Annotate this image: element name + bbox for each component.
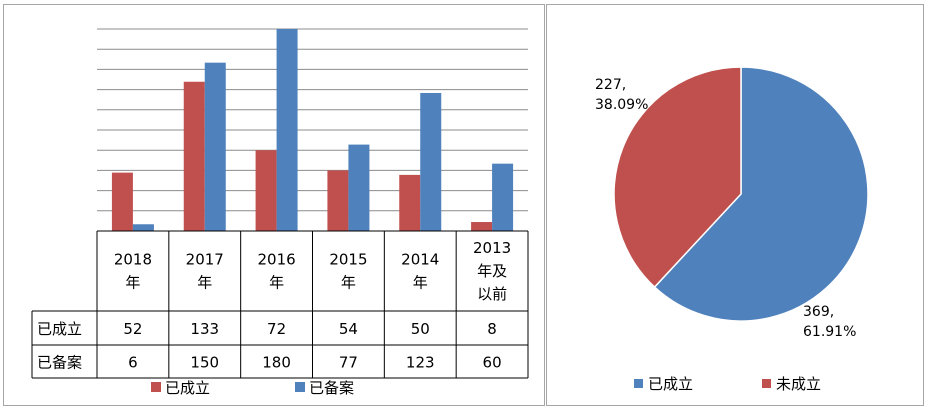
- table-cell-value: 150: [190, 354, 219, 372]
- table-cell-value: 133: [190, 320, 219, 338]
- bar-established: [327, 170, 349, 231]
- table-cell-value: 180: [262, 354, 291, 372]
- table-cell-value: 72: [267, 320, 286, 338]
- legend-label: 未成立: [776, 375, 821, 393]
- category-label: 2018 年: [114, 251, 152, 292]
- pie-chart-panel: 369, 61.91% 227, 38.09% 已成立 未成立: [546, 4, 924, 406]
- table-cell-value: 60: [483, 354, 502, 372]
- bar-filed: [204, 62, 226, 231]
- legend-label: 已成立: [648, 375, 693, 393]
- table-cell-value: 54: [339, 320, 358, 338]
- legend-swatch: [151, 382, 161, 392]
- pie-data-label: 369, 61.91%: [803, 304, 856, 340]
- legend-label: 已成立: [165, 379, 210, 397]
- category-label: 2016 年: [257, 251, 295, 292]
- table-cell-value: 77: [339, 354, 358, 372]
- table-cell-value: 52: [123, 320, 142, 338]
- table-cell-value: 123: [406, 354, 435, 372]
- pie-slice: [613, 66, 742, 289]
- legend-swatch: [295, 382, 305, 392]
- bar-filed: [492, 163, 514, 231]
- category-label: 2015 年: [329, 251, 367, 292]
- bar-filed: [276, 29, 298, 231]
- bar-chart-panel: 2018 年 2017 年 2016 年 2015 年 2014 年 2013 年及以前已成立 52 13…: [3, 4, 545, 406]
- pie-data-label: 227, 38.09%: [595, 77, 648, 113]
- table-cell-value: 6: [128, 354, 138, 372]
- category-label: 2014 年: [401, 251, 439, 292]
- bar-established: [183, 81, 205, 231]
- legend-label: 已备案: [309, 379, 354, 397]
- category-label: 2017 年: [186, 251, 224, 292]
- legend-swatch: [634, 379, 643, 388]
- category-label: 2013 年及以前: [473, 239, 511, 303]
- bar-filed: [348, 144, 370, 231]
- table-cell-value: 50: [411, 320, 430, 338]
- legend-swatch: [762, 379, 771, 388]
- table-row-label: 已备案: [37, 354, 82, 372]
- bar-established: [399, 174, 421, 231]
- bar-established: [255, 150, 277, 231]
- pie-slice: [653, 66, 869, 322]
- table-cell-value: 8: [487, 320, 497, 338]
- bar-established: [111, 172, 133, 231]
- bar-filed: [420, 92, 442, 231]
- table-row-label: 已成立: [37, 320, 82, 338]
- pie-chart: 369, 61.91% 227, 38.09% 已成立 未成立: [595, 66, 869, 393]
- bar-filed: [132, 224, 154, 231]
- bar-established: [471, 222, 493, 231]
